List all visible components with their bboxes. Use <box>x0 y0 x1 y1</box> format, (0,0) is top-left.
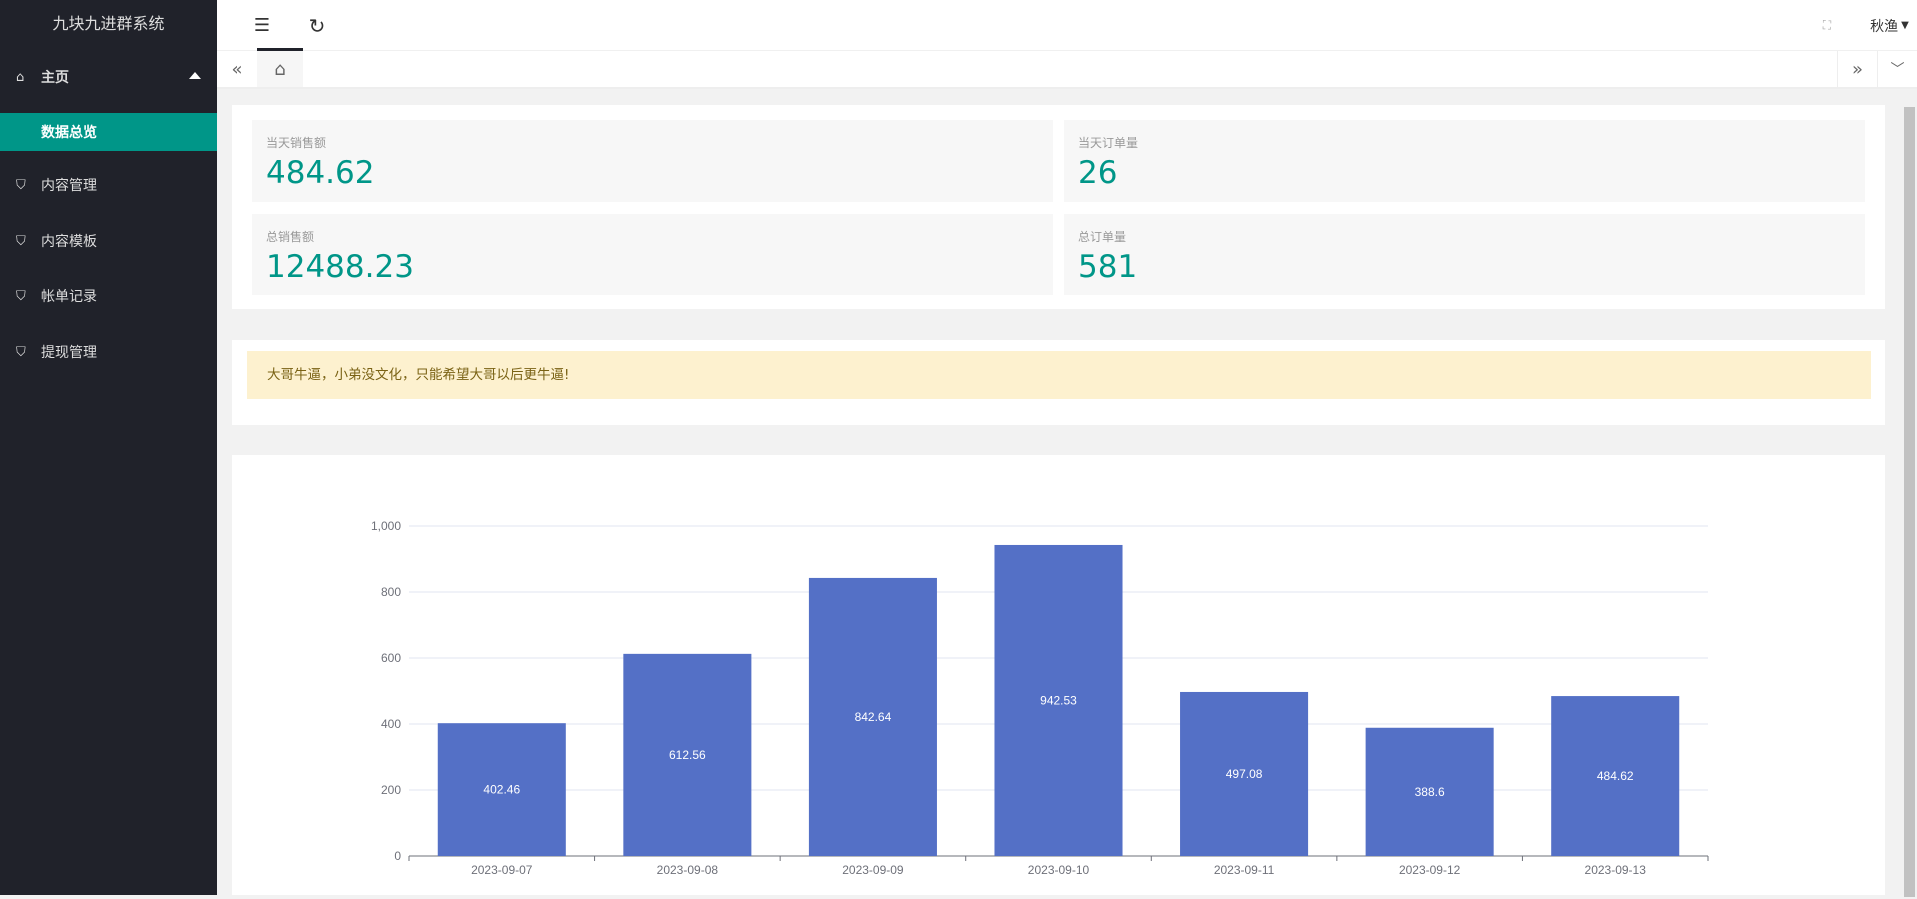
bar <box>808 577 937 856</box>
x-tick-label: 2023-09-10 <box>1028 863 1090 877</box>
bar-value-label: 388.6 <box>1415 785 1445 799</box>
double-chevron-right-icon: » <box>1851 58 1863 80</box>
shield-check-icon: ⛉ <box>16 344 26 360</box>
stat-value: 484.62 <box>266 155 375 191</box>
y-tick-label: 600 <box>381 651 401 665</box>
y-tick-label: 0 <box>394 849 401 863</box>
username: 秋渔 <box>1870 18 1899 35</box>
sidebar-item-overview[interactable]: 数据总览 <box>0 113 217 151</box>
sidebar-item-label: 内容管理 <box>41 178 97 194</box>
bar <box>437 723 566 856</box>
tab-home[interactable]: ⌂ <box>257 51 303 87</box>
sidebar-item-bills[interactable]: ⛉ 帐单记录 <box>0 276 217 316</box>
user-menu[interactable]: 秋渔 ▼ <box>1862 0 1917 51</box>
x-tick-label: 2023-09-07 <box>471 863 533 877</box>
stat-today-sales: 当天销售额 484.62 <box>252 120 1053 202</box>
stat-total-sales: 总销售额 12488.23 <box>252 214 1053 295</box>
bar <box>994 544 1123 856</box>
bar-value-label: 497.08 <box>1226 767 1263 781</box>
refresh-icon: ↻ <box>308 13 326 38</box>
x-tick-label: 2023-09-09 <box>842 863 904 877</box>
bar <box>1551 696 1680 856</box>
fullscreen-icon: ⛶ <box>1822 18 1832 32</box>
bar-value-label: 612.56 <box>669 748 706 762</box>
sidebar-item-label: 主页 <box>41 70 69 86</box>
stat-value: 12488.23 <box>266 249 414 285</box>
home-icon: ⌂ <box>16 69 25 85</box>
stat-label: 当天订单量 <box>1078 136 1139 150</box>
scroll-tabs-left-button[interactable]: « <box>217 51 257 87</box>
collapse-menu-button[interactable]: ☰ <box>237 0 287 51</box>
x-tick-label: 2023-09-12 <box>1399 863 1461 877</box>
stat-label: 总订单量 <box>1078 230 1127 244</box>
y-tick-label: 1,000 <box>371 519 401 533</box>
sidebar: 九块九进群系统 ⌂ 主页 数据总览 ⛉ 内容管理 ⛉ 内容模板 ⛉ 帐单记录 ⛉ 提现管… <box>0 0 217 895</box>
sidebar-item-home[interactable]: ⌂ 主页 <box>0 57 217 97</box>
y-tick-label: 400 <box>381 717 401 731</box>
y-tick-label: 200 <box>381 783 401 797</box>
scrollbar-thumb[interactable] <box>1904 107 1915 897</box>
bar-value-label: 484.62 <box>1597 769 1634 783</box>
stat-value: 581 <box>1078 249 1138 285</box>
scrollbar[interactable] <box>1900 89 1917 897</box>
double-chevron-left-icon: « <box>231 58 243 80</box>
stat-label: 总销售额 <box>266 230 315 244</box>
sidebar-item-label: 帐单记录 <box>41 289 97 305</box>
stat-label: 当天销售额 <box>266 136 327 150</box>
caret-down-icon: ▼ <box>1901 20 1909 31</box>
sidebar-item-withdraw[interactable]: ⛉ 提现管理 <box>0 332 217 372</box>
tab-options-button[interactable]: ﹀ <box>1877 51 1917 87</box>
sidebar-item-template[interactable]: ⛉ 内容模板 <box>0 221 217 261</box>
x-tick-label: 2023-09-08 <box>657 863 719 877</box>
scroll-tabs-right-button[interactable]: » <box>1837 51 1877 87</box>
shield-check-icon: ⛉ <box>16 177 26 193</box>
stat-value: 26 <box>1078 155 1118 191</box>
refresh-button[interactable]: ↻ <box>292 0 342 51</box>
shield-check-icon: ⛉ <box>16 233 26 249</box>
notice-alert: 大哥牛逼，小弟没文化，只能希望大哥以后更牛逼! <box>247 351 1871 399</box>
sidebar-item-label: 数据总览 <box>41 125 97 141</box>
x-tick-label: 2023-09-13 <box>1585 863 1647 877</box>
active-indicator <box>257 48 303 51</box>
bar-value-label: 402.46 <box>483 783 520 797</box>
bar <box>623 653 752 856</box>
y-tick-label: 800 <box>381 585 401 599</box>
bar <box>1365 727 1494 856</box>
bar-value-label: 942.53 <box>1040 693 1077 707</box>
menu-fold-icon: ☰ <box>253 15 271 36</box>
stat-today-orders: 当天订单量 26 <box>1064 120 1865 202</box>
bar <box>1180 691 1309 856</box>
notice-card: 大哥牛逼，小弟没文化，只能希望大哥以后更牛逼! <box>232 340 1885 425</box>
caret-up-icon <box>189 72 201 79</box>
sidebar-item-label: 提现管理 <box>41 345 97 361</box>
home-icon: ⌂ <box>274 58 286 80</box>
sidebar-item-content[interactable]: ⛉ 内容管理 <box>0 165 217 205</box>
bar-value-label: 842.64 <box>855 710 892 724</box>
app-title: 九块九进群系统 <box>52 14 165 33</box>
x-tick-label: 2023-09-11 <box>1214 863 1275 877</box>
shield-check-icon: ⛉ <box>16 288 26 304</box>
chevron-down-icon: ﹀ <box>1890 62 1905 78</box>
sales-bar-chart: 0 200 400 600 800 1,000 402.46 2023-09-07 612.56… <box>371 519 1709 877</box>
stats-card: 当天销售额 484.62 当天订单量 26 总销售额 12488.23 总订单量 581 <box>232 105 1885 309</box>
chart-card: 0 200 400 600 800 1,000 402.46 2023-09-07 612.56… <box>232 455 1885 895</box>
tab-bar: « ⌂ » ﹀ <box>217 51 1917 89</box>
fullscreen-button[interactable]: ⛶ <box>1812 0 1842 51</box>
stat-total-orders: 总订单量 581 <box>1064 214 1865 295</box>
sidebar-item-label: 内容模板 <box>41 234 97 250</box>
top-header: ☰ ↻ ⛶ 秋渔 ▼ <box>217 0 1917 51</box>
